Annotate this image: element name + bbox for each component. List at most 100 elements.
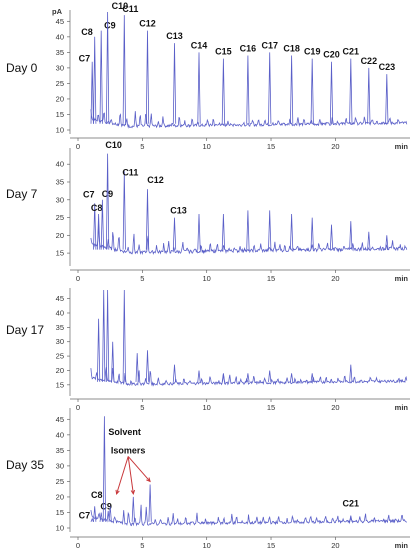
peak [172,43,177,124]
x-axis-unit: min [395,403,409,412]
peak-label: C8 [91,490,103,500]
peak-label: C10 [112,1,129,11]
peak [290,213,294,250]
day-label: Day 35 [6,458,44,472]
peak [221,213,225,250]
peak-label: C14 [191,40,208,50]
y-axis-unit: pA [52,7,63,16]
peak [268,52,272,124]
x-tick-label: 20 [331,403,339,412]
y-tick-label: 15 [56,110,64,119]
peak-label: C20 [323,50,340,60]
peak-label: C16 [240,43,257,53]
y-tick-label: 40 [56,32,64,41]
peak [106,11,110,124]
peak [197,213,201,250]
peak [221,373,225,382]
peak [102,416,106,522]
y-tick-label: 25 [56,213,64,222]
peak-label: C13 [170,206,187,216]
peak-label: C9 [100,501,112,511]
trace-line [90,223,408,256]
peak [145,189,150,250]
y-tick-label: 30 [56,337,64,346]
peak-label: C10 [105,140,122,150]
annotation-arrow [127,456,151,482]
x-tick-label: 20 [331,541,339,550]
x-tick-label: 10 [203,142,211,151]
peak [290,55,294,124]
arrow-head [115,489,120,495]
peak-label: C7 [79,54,91,64]
peak [367,67,371,124]
peak-label: C11 [122,4,138,14]
x-tick-label: 15 [267,541,275,550]
peak-label: C12 [139,19,156,29]
peak [310,58,314,124]
x-axis-unit: min [395,541,409,550]
peak [100,199,104,250]
y-tick-label: 35 [56,446,64,455]
x-axis-unit: min [395,274,409,283]
x-tick-label: 15 [267,403,275,412]
peak-label: C22 [361,56,378,66]
peak-label: C8 [81,27,93,37]
peak [99,30,103,124]
x-tick-label: 5 [140,274,144,283]
peak-label: C8 [91,203,103,213]
peak [268,210,272,250]
peak [122,289,126,382]
peak [93,203,97,250]
peak [106,289,110,382]
peak [246,373,250,382]
peak [310,373,314,382]
peak [145,30,150,124]
peak [246,210,250,250]
x-tick-label: 0 [76,274,80,283]
peak [310,217,314,250]
x-tick-label: 5 [140,541,144,550]
peak [90,517,94,522]
y-tick-label: 10 [56,126,64,135]
peak [99,512,103,522]
day-label: Day 17 [6,323,44,337]
peak [93,506,97,522]
peak-label: C23 [379,62,396,72]
peak [172,217,177,250]
peak [122,171,126,250]
y-tick-label: 40 [56,430,64,439]
peak [108,506,112,522]
peak [145,350,150,382]
peak [268,370,272,382]
y-tick-label: 20 [56,366,64,375]
peak [246,55,250,124]
trace-line [90,504,407,527]
peak [385,74,389,124]
peak [197,370,201,382]
x-tick-label: 5 [140,403,144,412]
peak-label: C15 [215,47,232,57]
peak [131,496,135,522]
peak [385,235,389,250]
peak [97,318,101,382]
peak [290,373,294,382]
peak [148,484,152,522]
arrow-head [130,489,136,495]
peak-label: C7 [83,189,95,199]
y-tick-label: 35 [56,178,64,187]
x-tick-label: 10 [203,403,211,412]
peak [349,515,353,522]
peak [349,221,353,250]
y-tick-label: 15 [56,249,64,258]
peak [197,52,201,124]
peak [329,224,334,250]
y-tick-label: 35 [56,48,64,57]
x-tick-label: 10 [203,274,211,283]
trace-line [90,109,408,129]
peak-label: C21 [343,498,360,508]
x-tick-label: 20 [331,274,339,283]
y-tick-label: 20 [56,231,64,240]
